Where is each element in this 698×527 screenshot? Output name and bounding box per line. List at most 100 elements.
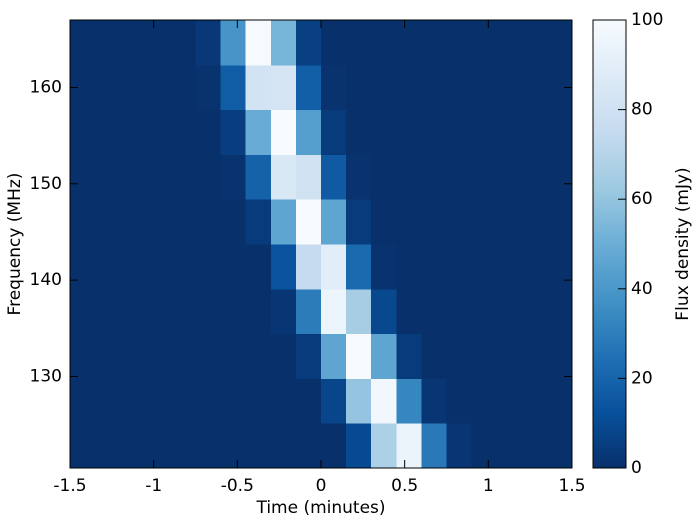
heatmap-cell [546,333,573,379]
heatmap-cell [145,20,171,66]
heatmap-cell [396,378,422,424]
heatmap-cell [270,154,297,200]
heatmap-cell [471,64,498,111]
heatmap-cell [396,333,422,379]
y-tick-label: 130 [30,366,62,386]
heatmap-cell [471,288,498,335]
heatmap-cell [120,20,146,66]
heatmap-cell [321,333,347,379]
heatmap-cell [70,423,96,469]
heatmap-cell [195,378,222,424]
heatmap-cell [496,333,523,379]
heatmap-cell [521,378,548,424]
heatmap-cell [145,423,171,469]
heatmap-cell [220,199,247,245]
heatmap-cell [446,154,473,200]
heatmap-cell [220,378,247,424]
heatmap-cell [145,109,171,155]
heatmap-cell [295,154,322,200]
heatmap-cell [195,20,222,66]
heatmap-cell [396,199,422,245]
heatmap-cell [371,288,397,335]
heatmap-cell [195,333,222,379]
heatmap-cell [421,378,447,424]
heatmap-cell [245,333,272,379]
heatmap-cell [346,378,372,424]
heatmap-cell [471,199,498,245]
heatmap-cell [346,199,372,245]
heatmap-cell [546,109,573,155]
heatmap-cell [421,109,447,155]
heatmap-cell [195,288,222,335]
heatmap-cell [295,333,322,379]
heatmap-cell [496,64,523,111]
heatmap-cell [120,288,146,335]
heatmap-cell [70,199,96,245]
heatmap-cell [421,288,447,335]
heatmap-cell [496,199,523,245]
heatmap-cell [396,20,422,66]
heatmap-cell [546,244,573,290]
heatmap-cell [270,244,297,290]
heatmap-cell [120,378,146,424]
heatmap-cell [496,378,523,424]
heatmap-cell [245,154,272,200]
heatmap-cell [321,288,347,335]
heatmap-cell [371,20,397,66]
heatmap-cell [521,288,548,335]
x-tick-label: -1.5 [53,476,86,496]
heatmap-cell [145,64,171,111]
y-tick-label: 160 [30,77,62,97]
heatmap-cell [546,199,573,245]
heatmap-cell [371,423,397,469]
heatmap-cell [220,333,247,379]
heatmap-cell [446,64,473,111]
heatmap-cell [295,109,322,155]
heatmap-cell [496,20,523,66]
heatmap-cell [321,154,347,200]
heatmap-cell [120,154,146,200]
heatmap-cell [120,109,146,155]
heatmap-cell [295,378,322,424]
heatmap-cell [70,288,96,335]
heatmap-cell [270,20,297,66]
colorbar-tick-label: 60 [631,189,653,209]
heatmap-cell [245,244,272,290]
x-tick-label: 1.5 [558,476,585,496]
heatmap-cell [471,378,498,424]
heatmap-cell [70,378,96,424]
heatmap-cell [295,199,322,245]
heatmap-cell [421,199,447,245]
heatmap-cell [346,288,372,335]
x-tick-label: 0.5 [391,476,418,496]
heatmap-cell [95,244,121,290]
heatmap-cell [145,333,171,379]
heatmap-cell [371,378,397,424]
heatmap-cell [496,288,523,335]
heatmap-cell [471,244,498,290]
heatmap-cell [195,199,222,245]
heatmap-cell [70,20,96,66]
heatmap-cell [220,244,247,290]
heatmap-cell [446,333,473,379]
heatmap-cell [321,20,347,66]
heatmap-cell [321,423,347,469]
heatmap-cell [421,423,447,469]
heatmap-cell [170,109,196,155]
heatmap-cell [521,109,548,155]
heatmap-cell [170,378,196,424]
heatmap-cell [120,244,146,290]
heatmap-cell [471,20,498,66]
x-tick-label: 0 [316,476,327,496]
heatmap-cell [346,423,372,469]
heatmap-cell [346,244,372,290]
heatmap-cell [195,64,222,111]
heatmap-cell [70,244,96,290]
heatmap-cell [496,423,523,469]
heatmap-cell [95,154,121,200]
heatmap-cell [70,333,96,379]
heatmap-cell [295,244,322,290]
heatmap-cell [321,244,347,290]
heatmap-cell [521,20,548,66]
